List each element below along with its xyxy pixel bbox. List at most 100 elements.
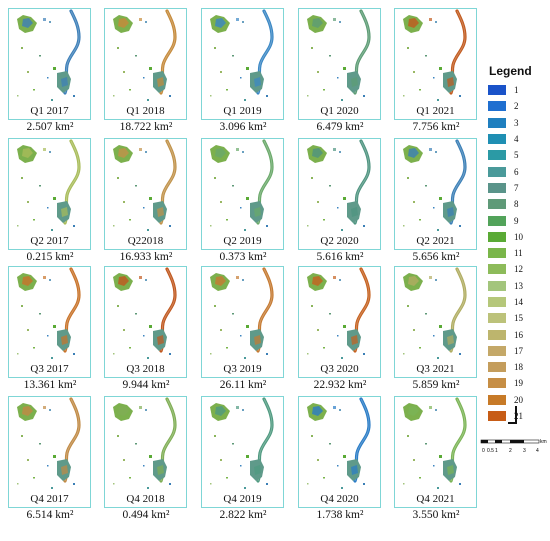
map-graphic: [210, 139, 274, 231]
map-panel: Q3 2021: [394, 266, 477, 378]
legend-swatch: [488, 166, 506, 177]
legend-item: 8: [486, 196, 548, 212]
panel-area: 13.361 km²: [23, 379, 77, 391]
scale-tick-2: 1: [495, 448, 498, 454]
map-panel: Q4 2018: [104, 396, 187, 508]
panel-area: 2.822 km²: [219, 509, 267, 521]
map-grid: Q1 2017 2.507 km² Q1 2018 18.722 km² Q1 2019…: [8, 8, 477, 521]
legend-swatch: [488, 264, 506, 275]
panel-label: Q3 2017: [30, 363, 69, 375]
legend-swatch: [488, 345, 506, 356]
legend-swatch: [488, 182, 506, 193]
panel-label: Q22018: [127, 235, 164, 247]
legend-item: 2: [486, 98, 548, 114]
map-graphic: [403, 267, 467, 359]
legend-item: 15: [486, 310, 548, 326]
map-graphic: [307, 9, 371, 101]
legend-item: 12: [486, 261, 548, 277]
legend-label: 15: [514, 313, 523, 324]
panel-label: Q4 2020: [320, 493, 359, 505]
panel-label: Q4 2021: [416, 493, 455, 505]
map-panel: Q4 2020: [298, 396, 381, 508]
panel-area: 5.859 km²: [412, 379, 460, 391]
panel-label: Q2 2019: [223, 235, 262, 247]
legend-label: 1: [514, 85, 519, 96]
legend-item: 3: [486, 115, 548, 131]
panel-label: Q3 2021: [416, 363, 455, 375]
map-panel: Q1 2018: [104, 8, 187, 120]
map-panel: Q3 2020: [298, 266, 381, 378]
legend-item: 1: [486, 82, 548, 98]
legend-item: 6: [486, 163, 548, 179]
map-graphic: [17, 397, 81, 489]
legend-label: 16: [514, 329, 523, 340]
panel-area: 22.932 km²: [313, 379, 367, 391]
legend-label: 18: [514, 362, 523, 373]
scale-tick-5: 4: [536, 448, 539, 454]
legend-label: 6: [514, 166, 519, 177]
panel-area: 0.215 km²: [26, 251, 74, 263]
panel-area: 3.096 km²: [219, 121, 267, 133]
panel-label: Q1 2019: [223, 105, 262, 117]
legend-item: 4: [486, 131, 548, 147]
panel-label: Q4 2017: [30, 493, 69, 505]
map-panel: Q1 2021: [394, 8, 477, 120]
scale-bar: 0 0.5 1 2 3 4 km: [480, 439, 547, 454]
legend-item: 21: [486, 408, 548, 424]
panel-label: Q4 2019: [223, 493, 262, 505]
legend-swatch: [488, 329, 506, 340]
map-graphic: [210, 397, 274, 489]
map-graphic: [17, 139, 81, 231]
legend-item: 14: [486, 294, 548, 310]
map-panel: Q3 2018: [104, 266, 187, 378]
map-panel: Q2 2017: [8, 138, 91, 250]
panel-label: Q3 2020: [320, 363, 359, 375]
legend-swatch: [488, 362, 506, 373]
legend-label: 3: [514, 117, 519, 128]
map-panel: Q4 2017: [8, 396, 91, 508]
legend-label: 2: [514, 101, 519, 112]
map-graphic: [113, 267, 177, 359]
panel-label: Q1 2017: [30, 105, 69, 117]
panel-label: Q2 2021: [416, 235, 455, 247]
legend-item: 19: [486, 375, 548, 391]
legend-label: 7: [514, 182, 519, 193]
map-graphic: [403, 397, 467, 489]
panel-area: 0.494 km²: [122, 509, 170, 521]
map-graphic: [17, 9, 81, 101]
legend-label: 11: [514, 248, 523, 259]
legend-items: 1 2 3 4 5 6 7 8 9 10 11 12 13 14 15 16 17 18 19 20 21: [486, 82, 548, 424]
panel-label: Q4 2018: [126, 493, 165, 505]
panel-area: 5.656 km²: [412, 251, 460, 263]
panel-area: 9.944 km²: [122, 379, 170, 391]
legend-swatch: [488, 150, 506, 161]
panel-label: Q3 2018: [126, 363, 165, 375]
panel-label: Q2 2020: [320, 235, 359, 247]
scale-tick-0: 0: [482, 448, 485, 454]
panel-area: 5.616 km²: [316, 251, 364, 263]
panel-area: 26.11 km²: [219, 379, 267, 391]
map-panel: Q22018: [104, 138, 187, 250]
legend-item: 16: [486, 326, 548, 342]
legend-item: 13: [486, 278, 548, 294]
scale-tick-3: 2: [509, 448, 512, 454]
legend-swatch: [488, 394, 506, 405]
panel-area: 3.550 km²: [412, 509, 460, 521]
panel-area: 0.373 km²: [219, 251, 267, 263]
map-graphic: [307, 267, 371, 359]
legend-swatch: [488, 231, 506, 242]
legend-item: 9: [486, 212, 548, 228]
panel-label: Q1 2020: [320, 105, 359, 117]
legend-label: 17: [514, 345, 523, 356]
north-arrow-icon: [508, 406, 517, 424]
legend: Legend 1 2 3 4 5 6 7 8 9 10 11 12 13 14 15 16 17 18 19 20 21: [486, 64, 548, 424]
legend-label: 19: [514, 378, 523, 389]
legend-label: 14: [514, 297, 523, 307]
map-graphic: [17, 267, 81, 359]
panel-area: 16.933 km²: [119, 251, 173, 263]
legend-swatch: [488, 101, 506, 112]
legend-item: 17: [486, 343, 548, 359]
legend-label: 5: [514, 150, 519, 161]
map-graphic: [210, 267, 274, 359]
legend-swatch: [488, 117, 506, 128]
